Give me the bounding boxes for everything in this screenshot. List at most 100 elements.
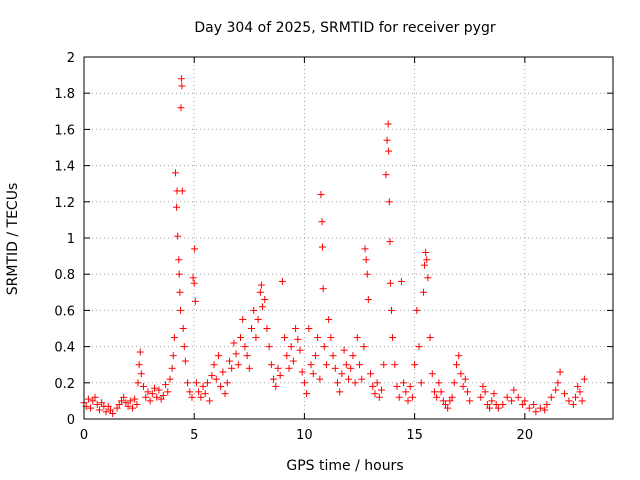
data-point (446, 397, 454, 405)
data-point (552, 386, 560, 394)
data-point (314, 334, 322, 342)
data-point (541, 406, 549, 414)
data-point (283, 352, 291, 360)
data-point (331, 364, 339, 372)
data-point (574, 382, 582, 390)
data-point (146, 397, 154, 405)
data-point (423, 256, 431, 264)
data-point (419, 288, 427, 296)
data-point (316, 375, 324, 383)
data-point (404, 397, 412, 405)
data-point (214, 352, 222, 360)
data-point (178, 187, 186, 195)
data-point (450, 379, 458, 387)
data-point (164, 388, 172, 396)
data-point (320, 343, 328, 351)
data-point (136, 348, 144, 356)
chart-title: Day 304 of 2025, SRMTID for receiver pyg… (194, 20, 495, 36)
data-point (318, 218, 326, 226)
data-point (278, 277, 286, 285)
data-point (120, 393, 128, 401)
data-point (494, 404, 502, 412)
data-point (521, 397, 529, 405)
data-point (102, 408, 110, 416)
data-point (305, 325, 313, 332)
data-point (466, 397, 474, 405)
data-point (91, 393, 99, 401)
data-point (378, 386, 386, 394)
data-point (336, 388, 344, 396)
data-point (223, 379, 231, 387)
data-point (181, 357, 189, 365)
data-point (287, 343, 295, 351)
data-point (426, 334, 434, 342)
data-point (561, 390, 569, 398)
y-tick-label: 1.6 (54, 123, 75, 138)
data-point (329, 352, 337, 360)
data-point (191, 297, 199, 305)
data-point (270, 375, 278, 383)
data-point (117, 397, 125, 405)
data-point (385, 198, 393, 206)
data-point (184, 379, 192, 387)
data-point (569, 401, 577, 409)
data-point (481, 388, 489, 396)
data-point (483, 401, 491, 409)
x-tick-label: 15 (406, 428, 423, 443)
data-point (361, 245, 369, 253)
data-point (519, 401, 527, 409)
data-point (98, 399, 106, 407)
data-point (364, 296, 372, 304)
data-point (393, 382, 401, 390)
data-point (457, 370, 465, 378)
data-point (177, 104, 185, 112)
data-point (178, 82, 186, 90)
data-point (276, 372, 284, 380)
data-point (87, 404, 95, 412)
data-point (459, 382, 467, 390)
data-point (448, 393, 456, 401)
data-point (363, 270, 371, 278)
data-point (307, 361, 315, 369)
data-point (300, 379, 308, 387)
data-point (386, 238, 394, 246)
data-point (140, 382, 148, 390)
data-point (453, 361, 461, 369)
data-point (250, 306, 258, 314)
y-tick-label: 1.8 (54, 87, 75, 102)
data-point (345, 375, 352, 383)
data-point (203, 379, 211, 387)
data-point (173, 203, 181, 211)
data-point (230, 339, 238, 347)
data-point (406, 382, 414, 390)
data-point (435, 379, 443, 387)
data-point (356, 361, 364, 369)
data-point (389, 334, 397, 342)
y-tick-label: 0.8 (54, 268, 75, 283)
data-point (256, 288, 264, 296)
data-point (317, 191, 325, 199)
data-point (180, 343, 188, 351)
data-point (325, 315, 333, 323)
data-point (510, 386, 518, 394)
data-point (177, 306, 185, 314)
data-point (274, 364, 282, 372)
data-point (208, 372, 216, 380)
data-point (362, 256, 370, 264)
data-point (175, 270, 183, 278)
data-point (166, 375, 174, 383)
data-point (241, 343, 249, 351)
data-point (439, 397, 447, 405)
data-point (263, 325, 271, 332)
data-point (422, 248, 430, 256)
data-point (554, 379, 562, 387)
data-point (175, 256, 183, 264)
data-point (477, 393, 485, 401)
y-axis-label: SRMTID / TECUs (5, 183, 21, 296)
data-point (190, 279, 198, 287)
data-point (155, 386, 163, 394)
grid-lines (84, 57, 613, 419)
data-point (532, 408, 540, 416)
data-point (257, 281, 265, 289)
data-point (232, 350, 240, 358)
